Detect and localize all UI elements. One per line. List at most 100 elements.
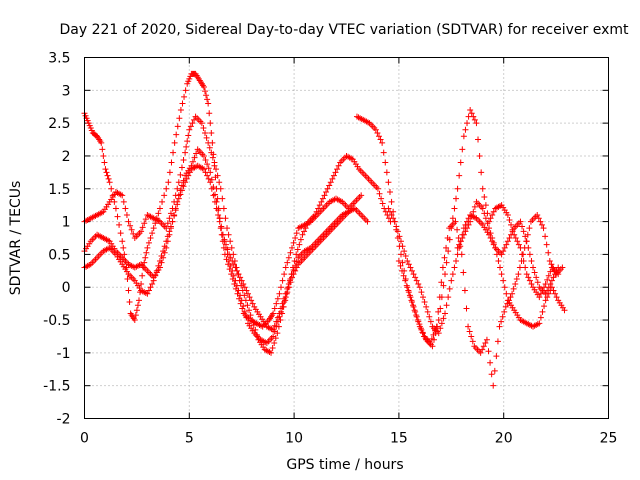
- data-point-plus: [150, 277, 157, 284]
- data-point-plus: [271, 305, 278, 312]
- data-point-plus: [269, 344, 276, 351]
- data-point-plus: [164, 233, 171, 240]
- data-point-plus: [318, 198, 325, 205]
- data-point-plus: [102, 166, 109, 173]
- data-point-plus: [124, 276, 131, 283]
- data-point-plus: [207, 179, 214, 186]
- data-point-plus: [545, 249, 552, 256]
- data-point-plus: [401, 248, 408, 255]
- data-point-plus: [101, 159, 108, 166]
- data-point-plus: [206, 144, 213, 151]
- data-point-plus: [301, 228, 308, 235]
- data-point-plus: [487, 359, 494, 366]
- data-point-plus: [411, 307, 418, 314]
- data-point-plus: [204, 161, 211, 168]
- data-point-plus: [539, 308, 546, 315]
- data-point-plus: [156, 257, 163, 264]
- data-point-plus: [372, 126, 379, 133]
- axis-ticks: [84, 57, 609, 419]
- data-point-plus: [544, 287, 551, 294]
- data-point-plus: [439, 264, 446, 271]
- data-point-plus: [119, 238, 126, 245]
- data-point-plus: [293, 258, 300, 265]
- data-point-plus: [479, 185, 486, 192]
- data-point-plus: [133, 307, 140, 314]
- data-point-plus: [379, 139, 386, 146]
- data-point-plus: [395, 257, 402, 264]
- data-point-plus: [376, 190, 383, 197]
- data-point-plus: [542, 297, 549, 304]
- data-point-plus: [155, 262, 162, 269]
- data-point-plus: [213, 205, 220, 212]
- data-point-plus: [390, 215, 397, 222]
- data-point-plus: [416, 321, 423, 328]
- data-point-plus: [486, 225, 493, 232]
- data-point-plus: [117, 230, 124, 237]
- data-point-plus: [334, 166, 341, 173]
- data-point-plus: [386, 189, 393, 196]
- data-point-plus: [451, 264, 458, 271]
- y-tick-labels: -2 -1.5 -1 -0.5 0 0.5 1 1.5 2 2.5 3 3.5: [43, 51, 70, 428]
- y-tick-label: -1.5: [43, 379, 70, 395]
- data-point-plus: [443, 302, 450, 309]
- data-point-plus: [235, 287, 242, 294]
- data-point-plus: [202, 157, 209, 164]
- data-point-plus: [327, 179, 334, 186]
- data-point-plus: [477, 349, 484, 356]
- data-point-plus: [435, 330, 442, 337]
- data-point-plus: [270, 310, 277, 317]
- data-point-plus: [279, 300, 286, 307]
- series-satellite-track-D: [81, 162, 352, 333]
- data-point-plus: [138, 280, 145, 287]
- data-point-plus: [454, 251, 461, 258]
- data-point-plus: [463, 305, 470, 312]
- data-point-plus: [279, 277, 286, 284]
- data-point-plus: [526, 225, 533, 232]
- data-point-plus: [172, 207, 179, 214]
- data-point-plus: [155, 210, 162, 217]
- data-point-plus: [170, 149, 177, 156]
- data-point-plus: [497, 264, 504, 271]
- data-point-plus: [161, 192, 168, 199]
- data-point-plus: [544, 276, 551, 283]
- data-point-plus: [114, 213, 121, 220]
- data-point-plus: [163, 238, 170, 245]
- data-point-plus: [552, 271, 559, 278]
- data-point-plus: [383, 169, 390, 176]
- data-point-plus: [440, 282, 447, 289]
- data-point-plus: [542, 233, 549, 240]
- series-satellite-track-F: [395, 212, 566, 389]
- data-point-plus: [454, 226, 461, 233]
- data-point-plus: [278, 305, 284, 312]
- data-point-plus: [498, 251, 505, 258]
- data-point-plus: [144, 290, 151, 297]
- data-point-plus: [508, 221, 515, 228]
- data-point-plus: [513, 276, 520, 283]
- data-point-plus: [227, 262, 234, 269]
- data-point-plus: [244, 290, 251, 297]
- data-point-plus: [220, 205, 227, 212]
- data-point-plus: [385, 179, 392, 186]
- data-point-plus: [241, 308, 248, 315]
- data-point-plus: [484, 220, 491, 227]
- data-point-plus: [168, 159, 175, 166]
- data-point-plus: [438, 320, 445, 327]
- data-point-plus: [290, 266, 297, 273]
- data-point-plus: [285, 254, 292, 261]
- data-point-plus: [207, 120, 214, 127]
- data-point-plus: [517, 218, 524, 225]
- data-point-plus: [233, 282, 240, 289]
- data-point-plus: [537, 314, 544, 321]
- data-point-plus: [456, 244, 463, 251]
- data-point-plus: [514, 238, 521, 245]
- x-tick-label: 10: [285, 431, 303, 447]
- data-point-plus: [183, 143, 190, 150]
- data-point-plus: [175, 179, 182, 186]
- data-point-plus: [482, 215, 489, 222]
- y-tick-label: 2: [62, 149, 71, 165]
- data-point-plus: [232, 277, 239, 284]
- data-point-plus: [473, 120, 480, 127]
- data-point-plus: [180, 183, 187, 190]
- data-point-plus: [490, 382, 497, 389]
- data-point-plus: [481, 193, 488, 200]
